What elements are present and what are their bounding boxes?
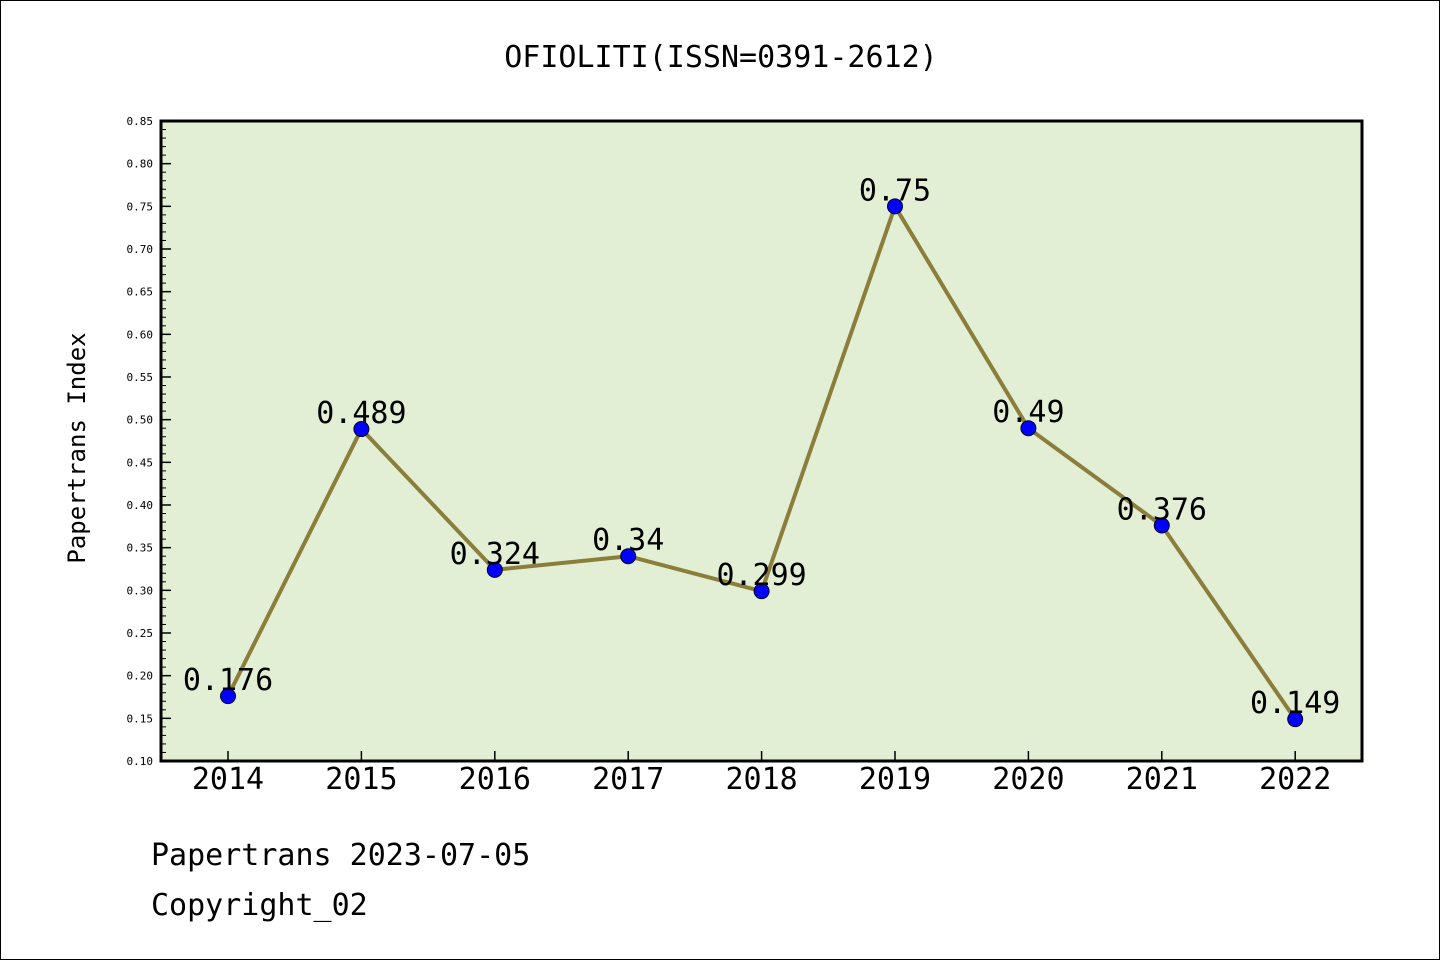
x-tick-label: 2020 [992,762,1064,797]
y-tick-label: 0.40 [127,499,154,512]
data-label: 0.149 [1250,686,1340,721]
y-tick-label: 0.80 [127,158,154,171]
data-label: 0.49 [992,395,1064,430]
y-tick-label: 0.85 [127,115,154,128]
x-tick-label: 2019 [859,762,931,797]
y-tick-label: 0.25 [127,627,154,640]
data-point [887,198,903,215]
data-point [486,561,503,578]
x-axis-ticks: 2014 2015 2016 2017 2018 2019 2020 2021 2022 [192,751,1331,797]
x-tick-label: 2014 [192,762,264,797]
y-tick-label: 0.70 [127,243,154,256]
data-point [1020,420,1037,437]
y-tick-label: 0.60 [127,328,154,341]
y-tick-label: 0.20 [127,670,154,683]
y-tick-label: 0.50 [127,414,154,427]
footer-date-line: Papertrans 2023-07-05 [151,838,531,873]
y-axis-label: Papertrans Index [63,332,91,563]
footer: Papertrans 2023-07-05 Copyright_02 [151,831,530,931]
y-tick-label: 0.35 [127,542,154,555]
footer-copyright-line: Copyright_02 [151,888,368,923]
data-label: 0.376 [1117,492,1207,527]
plot-area [159,119,1364,763]
x-tick-label: 2017 [592,762,664,797]
data-markers [220,198,1304,728]
y-tick-label: 0.55 [127,371,154,384]
data-point [353,421,370,438]
data-label: 0.489 [316,396,406,431]
chart: OFIOLITI(ISSN=0391-2612) Papertrans Inde… [63,40,1364,797]
data-label: 0.299 [716,558,806,593]
y-tick-label: 0.30 [127,584,154,597]
data-point [220,688,236,705]
x-tick-label: 2021 [1126,762,1198,797]
y-axis-ticks: 0.10 0.15 0.20 0.25 0.30 0.35 0.40 0.45 0.50 0.55… [127,115,171,768]
y-tick-label: 0.45 [127,456,154,469]
y-tick-label: 0.15 [127,712,154,725]
y-tick-label: 0.75 [127,200,154,213]
data-point [1153,517,1170,534]
x-tick-label: 2016 [459,762,531,797]
data-point [753,583,770,600]
y-tick-label: 0.10 [127,755,154,768]
data-labels: 0.176 0.489 0.324 0.34 0.299 0.75 0.49 0.376 0.1… [183,173,1341,721]
data-point [1287,711,1304,728]
x-tick-label: 2018 [725,762,797,797]
x-tick-label: 2022 [1259,762,1331,797]
y-tick-label: 0.65 [127,286,154,299]
data-label: 0.176 [183,663,273,698]
data-label: 0.324 [450,537,540,572]
data-point [620,548,637,565]
x-tick-label: 2015 [325,762,397,797]
data-label: 0.34 [592,523,664,558]
data-label: 0.75 [859,173,931,208]
chart-title: OFIOLITI(ISSN=0391-2612) [504,40,937,75]
